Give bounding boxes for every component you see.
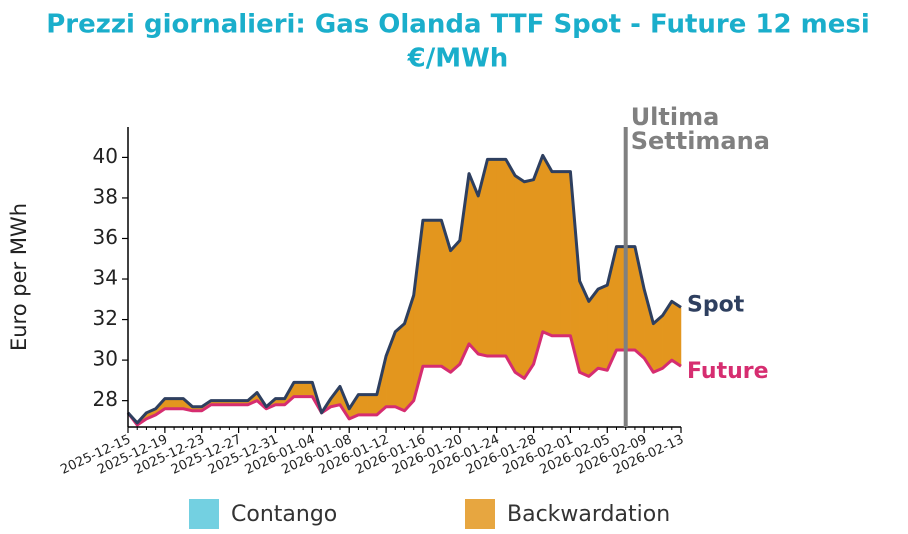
- legend-label: Backwardation: [507, 502, 670, 527]
- spread-area: [514, 175, 525, 379]
- spread-area: [358, 394, 368, 416]
- spread-area: [293, 382, 304, 397]
- series-line: [126, 153, 682, 425]
- spread-area: [597, 284, 608, 371]
- y-tick-label: 40: [93, 144, 118, 168]
- spread-area: [588, 288, 599, 377]
- series-end-label: Future: [687, 359, 769, 384]
- spread-area: [560, 171, 571, 337]
- spread-area: [422, 219, 433, 367]
- chart-title: Prezzi giornalieri: Gas Olanda TTF Spot …: [46, 10, 870, 40]
- spread-area: [164, 398, 175, 410]
- spread-area: [524, 179, 534, 380]
- series-end-label: Spot: [687, 292, 745, 317]
- spread-area: [302, 382, 313, 397]
- spread-area: [367, 394, 378, 416]
- spread-area: [468, 173, 479, 355]
- y-axis-label: Euro per MWh: [7, 203, 31, 351]
- spread-area: [431, 219, 442, 367]
- y-tick-label: 36: [93, 225, 118, 249]
- spread-area: [496, 159, 507, 357]
- y-tick-label: 38: [93, 184, 118, 208]
- annotation-text: Settimana: [631, 127, 770, 155]
- legend-swatch: [189, 499, 219, 529]
- spread-area: [395, 323, 405, 412]
- y-tick-label: 30: [93, 347, 118, 371]
- legend-label: Contango: [231, 502, 337, 527]
- y-tick-label: 28: [93, 387, 118, 411]
- spread-area: [671, 300, 682, 367]
- spread-area: [505, 158, 516, 374]
- annotation-text: Ultima: [631, 103, 720, 131]
- spread-area: [450, 239, 461, 373]
- spread-area: [487, 159, 497, 357]
- y-tick-label: 34: [93, 266, 118, 290]
- y-tick-label: 32: [93, 306, 118, 330]
- chart-subtitle: €/MWh: [407, 44, 509, 74]
- spread-area: [173, 398, 184, 410]
- legend-swatch: [465, 499, 495, 529]
- series-line: [126, 330, 682, 427]
- spread-area: [542, 154, 553, 337]
- spread-area: [551, 171, 562, 337]
